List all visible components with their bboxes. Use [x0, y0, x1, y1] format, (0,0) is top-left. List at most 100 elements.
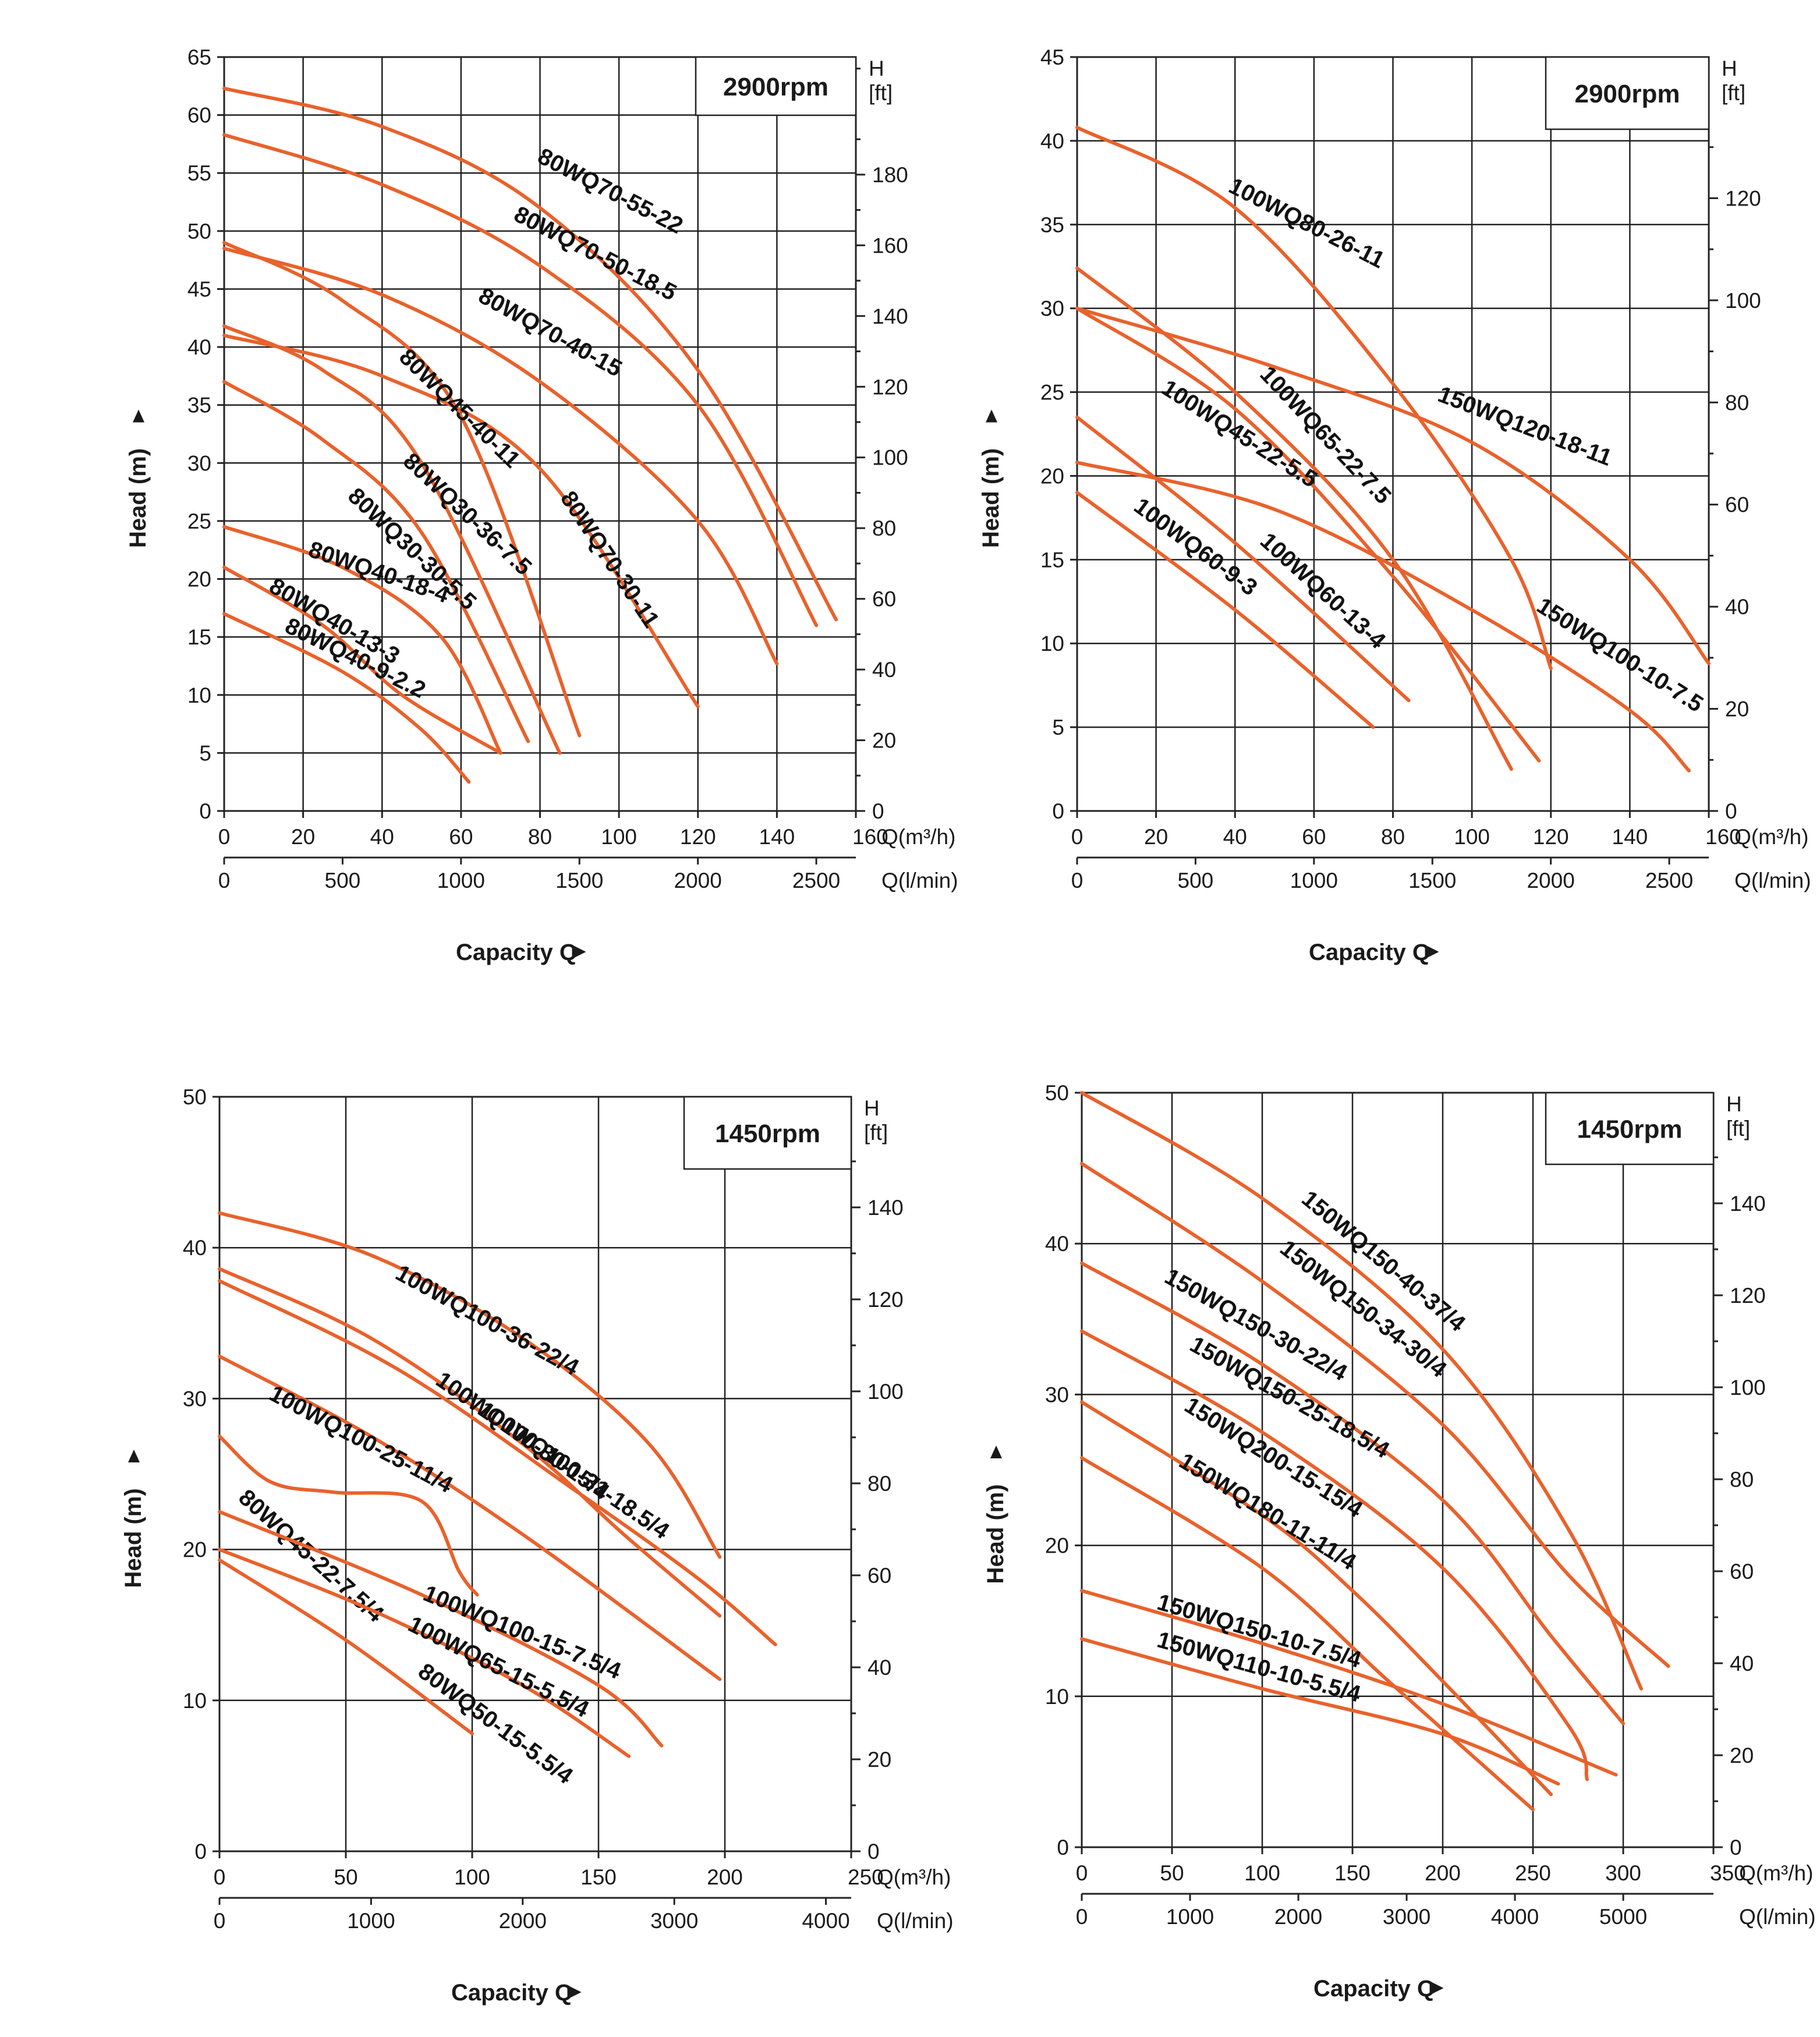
curve-150WQ110-10-5.5/4: [1080, 1637, 1560, 1786]
x2-tick-label: 500: [325, 869, 361, 892]
curve-80WQ30-36-7.5: [222, 324, 562, 755]
curve-80WQ70-55-22: [222, 86, 838, 622]
x2-tick-label: 1500: [555, 869, 603, 892]
x-tick-label: 60: [449, 825, 473, 849]
x2-tick-label: 2000: [674, 869, 721, 892]
y2-tick-label: 60: [1730, 1560, 1754, 1583]
x2-unit-label: Q(l/min): [877, 1909, 954, 1933]
x-tick-label: 100: [454, 1865, 490, 1889]
x-tick-label: 100: [1454, 825, 1490, 849]
rpm-box: [1545, 56, 1710, 130]
x-tick-label: 200: [707, 1865, 743, 1889]
curve-100WQ100-36-22/4: [218, 1211, 722, 1559]
x2-tick-label: 1000: [1290, 869, 1338, 892]
x-tick-label: 20: [1144, 825, 1168, 849]
curve-150WQ200-15-15/4: [1080, 1400, 1553, 1797]
curve-150WQ150-30-22/4: [1080, 1261, 1625, 1726]
y2-tick-label: 160: [872, 233, 908, 257]
y-tick-label: 30: [1040, 297, 1064, 321]
rpm-label: 2900rpm: [1574, 80, 1680, 108]
y2-tick-label: 120: [1725, 186, 1761, 210]
y2-unit-top: H: [1726, 1092, 1742, 1116]
curve-100WQ45-22-5.5: [1075, 306, 1541, 763]
y-tick-label: 15: [187, 625, 211, 649]
y2-tick-label: 0: [1725, 799, 1737, 823]
curve-label: 80WQ70-40-15: [475, 283, 626, 382]
x-tick-label: 40: [1223, 825, 1247, 849]
curve-80WQ45-22-7.5/4: [218, 1434, 479, 1597]
y-axis-arrow-icon: [128, 1450, 140, 1462]
rpm-label: 1450rpm: [1577, 1115, 1682, 1144]
y-tick-label: 30: [183, 1387, 207, 1411]
curve-150WQ150-10-7.5/4: [1080, 1589, 1618, 1777]
y2-tick-label: 80: [872, 516, 896, 540]
x2-tick-label: 0: [1071, 869, 1083, 892]
x-tick-label: 0: [214, 1865, 226, 1889]
plot-frame: [1081, 1092, 1715, 1848]
x-axis-arrow-icon: [1429, 1981, 1444, 1995]
x-axis-title: Capacity Q: [1313, 1976, 1435, 2001]
x2-tick-label: 2500: [1645, 869, 1693, 892]
x-tick-label: 350: [1710, 1861, 1746, 1885]
y2-tick-label: 120: [872, 375, 908, 399]
x2-tick-label: 2500: [792, 869, 840, 892]
curve-80WQ40-13-3: [222, 565, 502, 755]
y2-unit-top: H: [869, 56, 884, 80]
curve-150WQ150-40-37/4: [1080, 1091, 1643, 1691]
curve-100WQ60-9-3: [1075, 491, 1375, 729]
curve-label: 100WQ80-26-11: [1225, 173, 1389, 273]
y2-tick-label: 140: [872, 304, 908, 328]
y-tick-label: 40: [1040, 129, 1064, 153]
y-tick-label: 0: [1057, 1836, 1069, 1859]
x-tick-label: 20: [291, 825, 315, 849]
curve-100WQ60-13-4: [1075, 415, 1411, 703]
x-tick-label: 250: [1515, 1861, 1551, 1885]
y2-tick-label: 80: [867, 1472, 891, 1496]
x-tick-label: 40: [370, 825, 394, 849]
y-tick-label: 55: [187, 161, 211, 185]
x-tick-label: 0: [1071, 825, 1083, 849]
chart-bottom-right: 1450rpm 0 10 20 30 40 50 0 20 40 60 80 100 120 140 H[ft…: [983, 1081, 1816, 2001]
y-tick-label: 20: [187, 568, 211, 591]
y2-unit-bottom: [ft]: [869, 81, 893, 105]
x-tick-label: 60: [1302, 825, 1326, 849]
y2-tick-label: 140: [867, 1196, 904, 1220]
y-tick-label: 10: [183, 1689, 207, 1713]
x2-tick-label: 5000: [1599, 1905, 1647, 1929]
rpm-label: 1450rpm: [715, 1120, 820, 1148]
curve-80WQ50-15-5.5/4: [218, 1558, 474, 1735]
y2-tick-label: 40: [1725, 595, 1749, 619]
y2-tick-label: 100: [1730, 1376, 1766, 1400]
x-axis-title: Capacity Q: [1309, 940, 1430, 965]
y2-tick-label: 60: [867, 1564, 891, 1588]
y-tick-label: 35: [187, 394, 211, 417]
x-tick-label: 250: [848, 1865, 884, 1889]
x2-tick-label: 4000: [802, 1909, 849, 1933]
curve-100WQ65-15-5.5/4: [218, 1547, 631, 1758]
curve-label: 150WQ120-18-11: [1435, 381, 1616, 471]
curve-100WQ65-22-7.5: [1075, 266, 1513, 771]
x2-tick-label: 1000: [437, 869, 485, 892]
chart-bottom-left: 1450rpm 0 10 20 30 40 50 0 20 40 60 80 100 120 140 H[ft…: [121, 1085, 954, 2006]
y-tick-label: 0: [1052, 799, 1064, 823]
x-tick-label: 80: [528, 825, 552, 849]
rpm-box: [683, 1096, 852, 1170]
x-unit-label: Q(m³/h): [1739, 1861, 1813, 1885]
x-tick-label: 120: [680, 825, 716, 849]
y2-tick-label: 20: [872, 729, 896, 753]
x2-tick-label: 500: [1178, 869, 1214, 892]
x-unit-label: Q(m³/h): [877, 1865, 951, 1889]
y2-tick-label: 0: [867, 1840, 880, 1864]
y-axis-arrow-icon: [133, 409, 144, 423]
y2-unit-bottom: [ft]: [1722, 81, 1745, 105]
curve-80WQ40-9-2.2: [222, 612, 471, 784]
x2-tick-label: 3000: [650, 1909, 698, 1933]
curve-label: 100WQ60-13-4: [1255, 528, 1391, 654]
x-tick-label: 140: [1612, 825, 1648, 849]
y-tick-label: 20: [1040, 464, 1064, 488]
curve-150WQ120-18-11: [1075, 306, 1711, 665]
curve-100WQ100-30-15/4: [218, 1267, 722, 1618]
y-tick-label: 50: [187, 219, 211, 243]
curve-100WQ100-15-7.5/4: [218, 1510, 664, 1748]
y2-tick-label: 20: [867, 1748, 891, 1772]
